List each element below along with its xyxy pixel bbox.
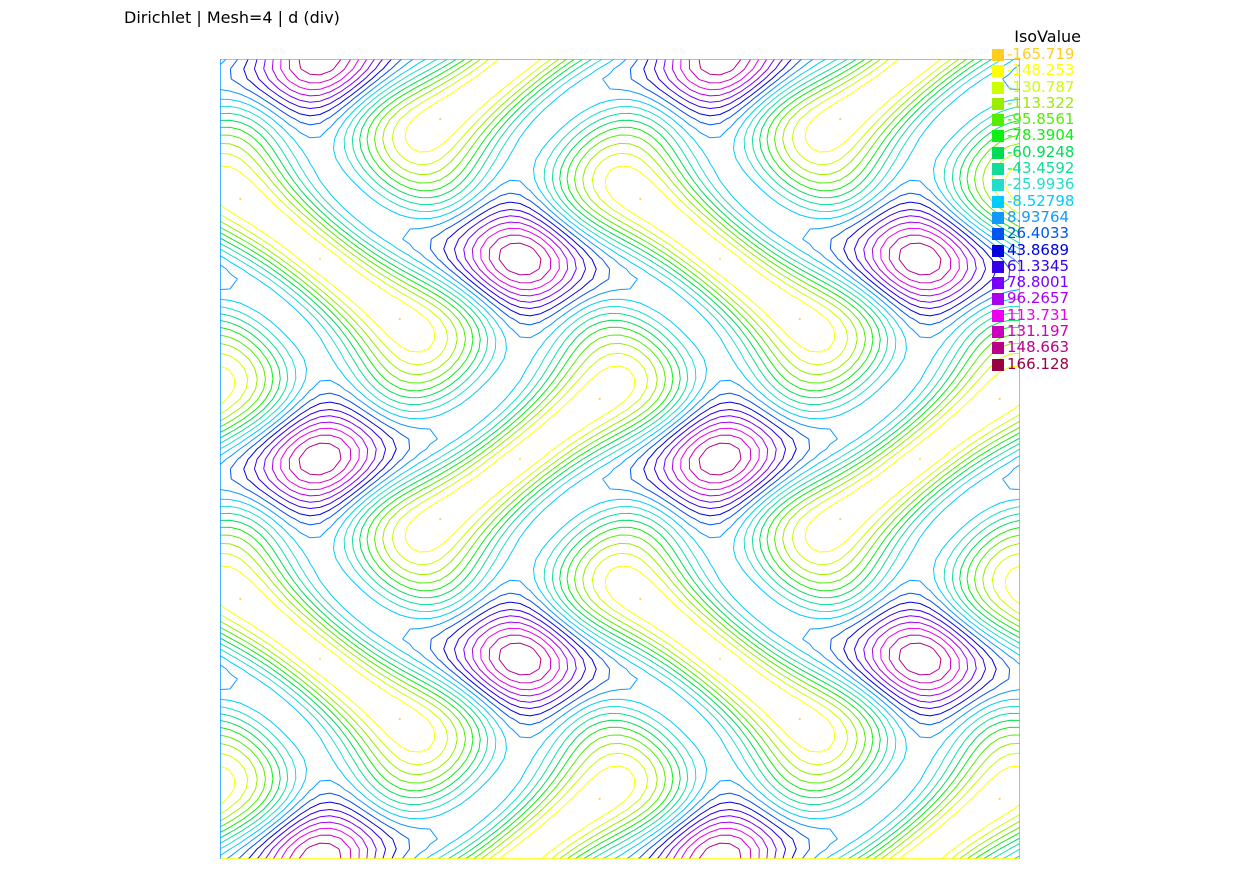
legend-label: -25.9936 [1007, 175, 1075, 194]
legend-label: 61.3345 [1007, 256, 1070, 275]
legend-label: -165.719 [1007, 45, 1075, 63]
legend-item: -8.52798 [990, 191, 1090, 210]
legend-swatch [992, 49, 1004, 61]
isoline [288, 59, 952, 859]
isoline [243, 59, 997, 859]
legend-swatch [992, 293, 1004, 306]
isoline [220, 59, 1020, 859]
legend-label: -95.8561 [1007, 110, 1075, 129]
plot-title: Dirichlet | Mesh=4 | d (div) [124, 8, 340, 27]
legend-label: 78.8001 [1007, 273, 1070, 292]
legend-item: -78.3904 [990, 126, 1090, 145]
legend-item: -43.4592 [990, 159, 1090, 178]
legend-item: -148.253 [990, 61, 1090, 80]
isoline [271, 59, 969, 859]
legend-item: 166.128 [990, 354, 1090, 373]
isoline [220, 59, 1020, 859]
legend-swatch [992, 163, 1004, 176]
legend-swatch [992, 277, 1004, 290]
legend-swatch [992, 146, 1004, 159]
legend-label: -113.322 [1007, 93, 1075, 112]
isoline [220, 59, 1020, 859]
legend-label: -148.253 [1007, 61, 1075, 80]
legend-swatch [992, 342, 1004, 355]
legend-swatch [992, 228, 1004, 241]
legend-label: 96.2657 [1007, 289, 1070, 308]
isoline [220, 59, 1020, 859]
contour-plot-area [220, 59, 1020, 859]
legend-label: 148.663 [1007, 338, 1070, 357]
legend-item: -113.322 [990, 93, 1090, 112]
legend-item: -60.9248 [990, 142, 1090, 161]
contour-plot-svg [220, 59, 1020, 859]
legend-label: 26.4033 [1007, 224, 1070, 243]
legend-swatch [992, 260, 1004, 273]
legend-swatch [992, 244, 1004, 257]
legend-swatch [992, 97, 1004, 110]
legend-swatch [992, 195, 1004, 208]
legend-label: -43.4592 [1007, 159, 1075, 178]
legend-label: 131.197 [1007, 322, 1070, 341]
isoline [220, 59, 1020, 859]
legend-swatch [992, 130, 1004, 143]
legend-item: 78.8001 [990, 273, 1090, 292]
legend-item: 96.2657 [990, 289, 1090, 308]
legend-item: -165.719 [990, 45, 1090, 63]
legend-label: 166.128 [1007, 354, 1070, 373]
legend-label: -60.9248 [1007, 142, 1075, 161]
isoline [220, 59, 1020, 859]
legend-label: -130.787 [1007, 77, 1075, 96]
legend-swatch [992, 114, 1004, 127]
isoline [263, 59, 977, 859]
isoline [239, 59, 1001, 859]
legend-item: -95.8561 [990, 110, 1090, 129]
legend-item: 61.3345 [990, 256, 1090, 275]
legend-item: 43.8689 [990, 240, 1090, 259]
legend-swatch [992, 326, 1004, 339]
legend-swatch [992, 81, 1004, 94]
legend-title: IsoValue [1014, 27, 1081, 46]
legend: IsoValue -165.719 -148.253 -130.787 -113.32… [990, 28, 1090, 372]
legend-swatch [992, 65, 1004, 78]
isoline [220, 59, 1020, 859]
legend-item: 148.663 [990, 338, 1090, 357]
legend-item: -25.9936 [990, 175, 1090, 194]
legend-items: -165.719 -148.253 -130.787 -113.322 -95.8561… [990, 46, 1090, 372]
isoline [280, 59, 960, 859]
legend-swatch [992, 179, 1004, 192]
legend-label: -78.3904 [1007, 126, 1075, 145]
legend-item: 131.197 [990, 322, 1090, 341]
legend-item: 26.4033 [990, 224, 1090, 243]
legend-label: -8.52798 [1007, 191, 1075, 210]
legend-swatch [992, 309, 1004, 322]
isoline [298, 59, 942, 859]
isoline [229, 59, 1011, 859]
legend-item: 8.93764 [990, 207, 1090, 226]
legend-item: -130.787 [990, 77, 1090, 96]
isoline [220, 59, 1020, 859]
legend-swatch [992, 358, 1004, 371]
isoline [220, 59, 1020, 859]
isoline [220, 59, 1020, 859]
legend-label: 43.8689 [1007, 240, 1070, 259]
isoline [253, 59, 987, 859]
legend-swatch [992, 211, 1004, 224]
legend-label: 113.731 [1007, 305, 1070, 324]
legend-item: 113.731 [990, 305, 1090, 324]
legend-label: 8.93764 [1007, 207, 1070, 226]
